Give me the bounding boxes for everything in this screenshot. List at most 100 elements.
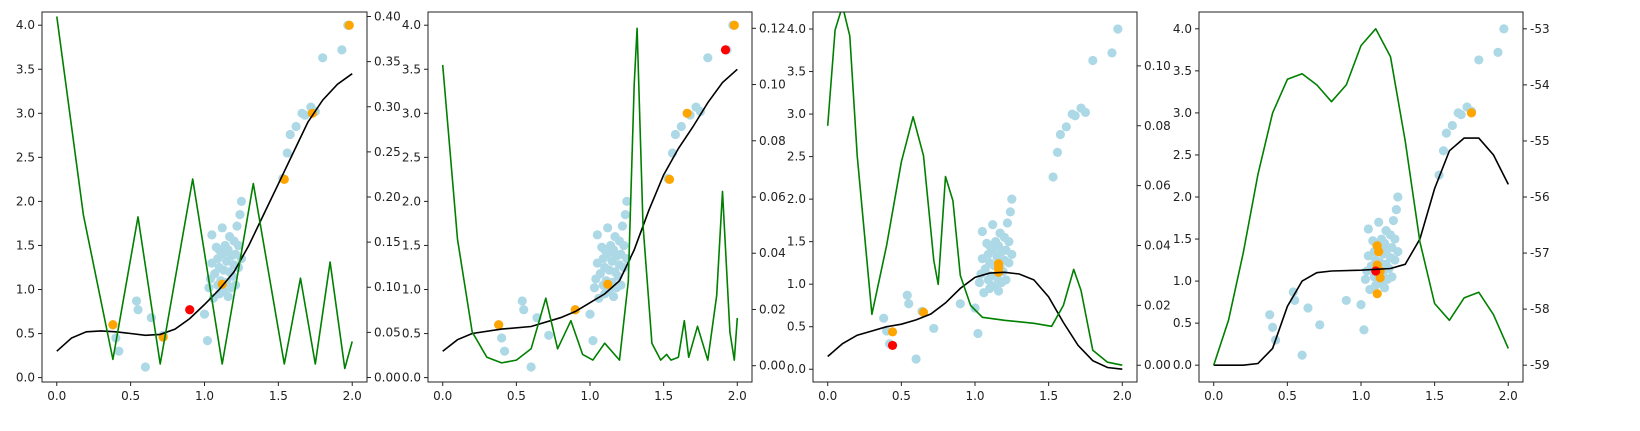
y-tick-label: 3.0 [1173,106,1192,120]
y-tick-label: 0.0 [16,371,35,385]
y2-tick-label: 0.00 [1144,358,1171,372]
observation-point [911,354,921,364]
acquisition-curve [1212,27,1510,366]
selected-point [1374,247,1384,257]
x-tick-label: 2.0 [1113,389,1132,403]
x-tick-label: 1.5 [1425,389,1444,403]
observation-point [1007,194,1017,204]
selected-point [887,327,898,337]
observation-point [1387,272,1397,282]
y2-tick-label: 0.40 [374,10,401,24]
observation-point [1052,147,1063,157]
y-tick-label: 3.5 [402,62,421,76]
y-tick-label: 3.5 [1173,64,1192,78]
y2-tick-label: -57 [1530,246,1550,260]
mean-curve [56,73,353,352]
observation-point [1007,249,1017,260]
current-point [185,305,195,315]
y2-tick-label: -59 [1530,358,1550,372]
observation-point [970,303,980,313]
selected-point [682,108,692,118]
observation-point [703,53,713,63]
y2-tick-label: 0.08 [1144,119,1171,133]
observation-point [1388,215,1398,226]
observation-point [227,271,238,281]
selected-point [1466,108,1477,118]
observation-point [622,196,632,207]
observation-point [1441,128,1452,138]
observation-point [517,296,527,306]
plot-area [441,20,739,372]
observation-point [603,223,613,233]
observation-point [977,226,987,237]
observation-point [1048,172,1058,182]
y-tick-label: 1.0 [787,277,806,291]
observation-point [497,333,507,343]
y-tick-label: 4.0 [1173,22,1192,36]
subplot-4: 0.0 0.5 1.0 1.5 2.0 0.0 0.5 1.0 1.5 2.0 2.5 3.0 3.5 4… [1173,11,1550,403]
observation-point [233,240,244,251]
y2-tick-label: 0.00 [759,359,786,373]
y2-tick-label: -58 [1530,302,1550,316]
observation-point [235,210,245,220]
y-tick-label: 1.0 [402,283,421,297]
observation-point [1390,255,1400,265]
x-tick-label: 0.5 [507,389,526,403]
observation-point [1359,325,1369,335]
y-tick-label: 4.0 [16,18,35,32]
y-tick-label: 2.5 [16,150,35,164]
observation-point [133,305,143,315]
observation-point [1393,192,1403,202]
y2-tick-label: 0.10 [1144,59,1171,73]
acquisition-curve [441,27,739,364]
x-tick-label: 0.5 [892,389,911,403]
observation-point [1499,24,1509,34]
x-tick-label: 0.0 [1204,389,1223,403]
observation-point [617,221,628,231]
axes-frame [41,11,368,383]
mean-curve [1213,137,1510,367]
observation-point [544,330,554,340]
y-tick-label: 1.5 [16,238,35,252]
y-tick-label: 4.0 [402,18,421,32]
subplot-1: 0.0 0.5 1.0 1.5 2.0 0.0 0.5 1.0 1.5 2.0 2.5 3.0 3.5 4… [16,10,401,403]
observation-point [1061,122,1071,132]
subplot-3: 0.0 0.5 1.0 1.5 2.0 0.0 0.5 1.0 1.5 2.0 2.5 3.0 3.5 4… [787,11,1171,403]
y2-tick-label: 0.06 [1144,179,1171,193]
observation-point [619,240,629,251]
selected-point [993,259,1004,269]
observation-point [879,313,889,323]
observation-point [146,313,156,323]
observation-point [929,323,939,334]
observation-point [140,362,151,372]
observation-point [282,148,292,158]
observation-point [1107,48,1117,58]
observation-point [695,106,706,117]
selected-point [1372,289,1382,299]
observation-point [111,333,121,343]
observation-point [1356,300,1366,310]
observation-point [589,283,600,293]
y-tick-label: 0.5 [402,327,421,341]
y2-tick-label: 0.08 [759,134,786,148]
x-tick-label: 1.0 [965,389,984,403]
observation-point [202,335,213,346]
observation-point [131,296,142,306]
observation-point [1080,107,1091,117]
observation-point [207,230,217,240]
observation-point [974,277,985,288]
observation-point [499,346,510,356]
observation-point [204,283,214,293]
observation-point [114,346,124,356]
observation-point [1002,218,1013,228]
observation-point [199,309,210,319]
y2-tick-label: -56 [1530,190,1550,204]
x-tick-label: 1.5 [654,389,673,403]
y2-tick-label: -54 [1530,78,1550,92]
y-tick-label: 1.0 [16,283,35,297]
y-tick-label: 1.5 [787,235,806,249]
y-tick-label: 0.0 [402,371,421,385]
x-tick-label: 2.0 [1499,389,1518,403]
observation-point [676,121,686,132]
